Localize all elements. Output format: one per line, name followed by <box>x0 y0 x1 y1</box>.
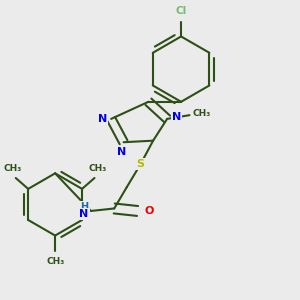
Text: CH₃: CH₃ <box>88 164 107 172</box>
Text: O: O <box>145 206 154 216</box>
Text: H: H <box>80 202 88 212</box>
Text: CH₃: CH₃ <box>193 109 211 118</box>
Text: N: N <box>98 114 107 124</box>
Text: Cl: Cl <box>176 6 187 16</box>
Text: N: N <box>172 112 181 122</box>
Text: N: N <box>80 209 89 219</box>
Text: CH₃: CH₃ <box>46 256 64 266</box>
Text: N: N <box>117 147 127 157</box>
Text: CH₃: CH₃ <box>4 164 22 172</box>
Text: S: S <box>137 159 145 169</box>
